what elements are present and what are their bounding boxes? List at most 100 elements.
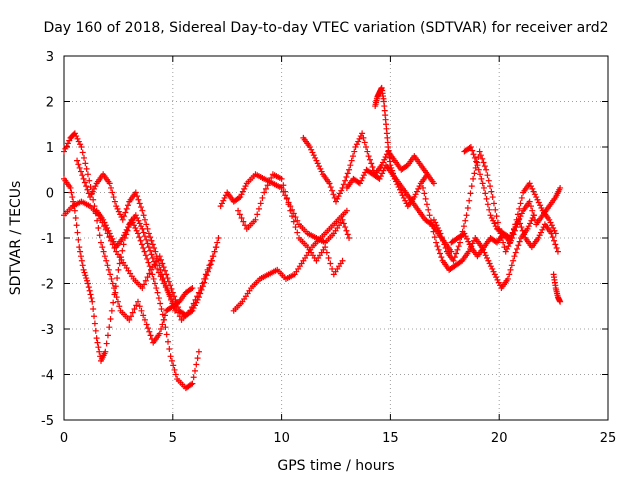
data-point [351, 148, 358, 155]
data-point [369, 164, 376, 171]
data-point [187, 307, 194, 314]
data-point [342, 177, 349, 184]
data-point [331, 194, 338, 201]
data-point [87, 184, 94, 191]
data-point [312, 154, 319, 161]
data-point [71, 130, 78, 137]
data-point [512, 249, 519, 256]
data-point [132, 224, 139, 231]
data-point [421, 190, 428, 197]
data-point [425, 206, 432, 213]
data-point [547, 219, 554, 226]
data-point [69, 194, 76, 201]
data-point [75, 161, 82, 168]
data-point [95, 344, 102, 351]
data-point [89, 188, 96, 195]
data-point [433, 222, 440, 229]
data-point [153, 253, 160, 260]
data-point [93, 335, 100, 342]
data-point [74, 135, 81, 142]
data-point [88, 295, 95, 302]
data-point [525, 223, 532, 230]
data-point [158, 305, 165, 312]
data-point [104, 332, 111, 339]
data-point [485, 257, 492, 264]
data-point [122, 209, 129, 216]
data-point [237, 194, 244, 201]
data-point [138, 307, 145, 314]
data-point [493, 274, 500, 281]
data-point [313, 157, 320, 164]
series-track-9 [300, 130, 437, 205]
data-point [108, 307, 115, 314]
data-point [344, 231, 351, 238]
data-point [113, 203, 120, 210]
data-point [137, 237, 144, 244]
data-point [283, 194, 290, 201]
data-point [557, 298, 564, 305]
data-point [110, 299, 117, 306]
data-point [79, 149, 86, 156]
data-point [470, 237, 477, 244]
data-point [135, 196, 142, 203]
data-point [86, 287, 93, 294]
data-point [119, 216, 126, 223]
data-point [123, 205, 130, 212]
data-point [108, 184, 115, 191]
y-tick-label: -2 [41, 278, 54, 293]
data-point [73, 222, 80, 229]
data-point [62, 145, 69, 152]
data-point [136, 200, 143, 207]
series-track-6 [217, 171, 353, 246]
data-point [188, 304, 195, 311]
data-point [514, 211, 521, 218]
series-track-7 [230, 207, 350, 314]
data-point [115, 266, 122, 273]
data-point [139, 207, 146, 214]
data-point [142, 252, 149, 259]
data-point [316, 163, 323, 170]
data-point [144, 255, 151, 262]
data-point [355, 138, 362, 145]
data-point [150, 275, 157, 282]
data-point [349, 153, 356, 160]
y-tick-label: 3 [46, 50, 54, 65]
data-point [343, 227, 350, 234]
data-point [107, 271, 114, 278]
data-point [73, 133, 80, 140]
data-point [164, 287, 171, 294]
data-point [104, 224, 111, 231]
data-point [343, 207, 350, 214]
data-point [95, 224, 102, 231]
data-point [92, 183, 99, 190]
data-point [111, 241, 118, 248]
x-tick-label: 15 [382, 431, 399, 446]
data-point [114, 205, 121, 212]
data-point [476, 148, 483, 155]
data-point [325, 255, 332, 262]
data-point [530, 212, 537, 219]
data-point [213, 244, 220, 251]
data-point [477, 171, 484, 178]
data-point [508, 235, 515, 241]
data-point [391, 175, 398, 182]
data-point [546, 216, 553, 223]
data-point [252, 216, 259, 223]
data-point [423, 201, 430, 208]
series-track-14 [461, 144, 564, 241]
data-point [292, 224, 299, 231]
data-point [390, 170, 397, 177]
data-point [168, 357, 175, 364]
data-point [123, 226, 130, 233]
data-point [160, 264, 167, 271]
data-point [111, 291, 118, 298]
data-point [242, 222, 249, 229]
data-point [481, 163, 488, 170]
data-point [91, 313, 98, 320]
series-track-10 [343, 162, 455, 255]
x-tick-label: 20 [491, 431, 508, 446]
data-point [195, 289, 202, 296]
data-point [139, 225, 146, 232]
data-point [508, 262, 515, 269]
data-point [101, 253, 108, 260]
